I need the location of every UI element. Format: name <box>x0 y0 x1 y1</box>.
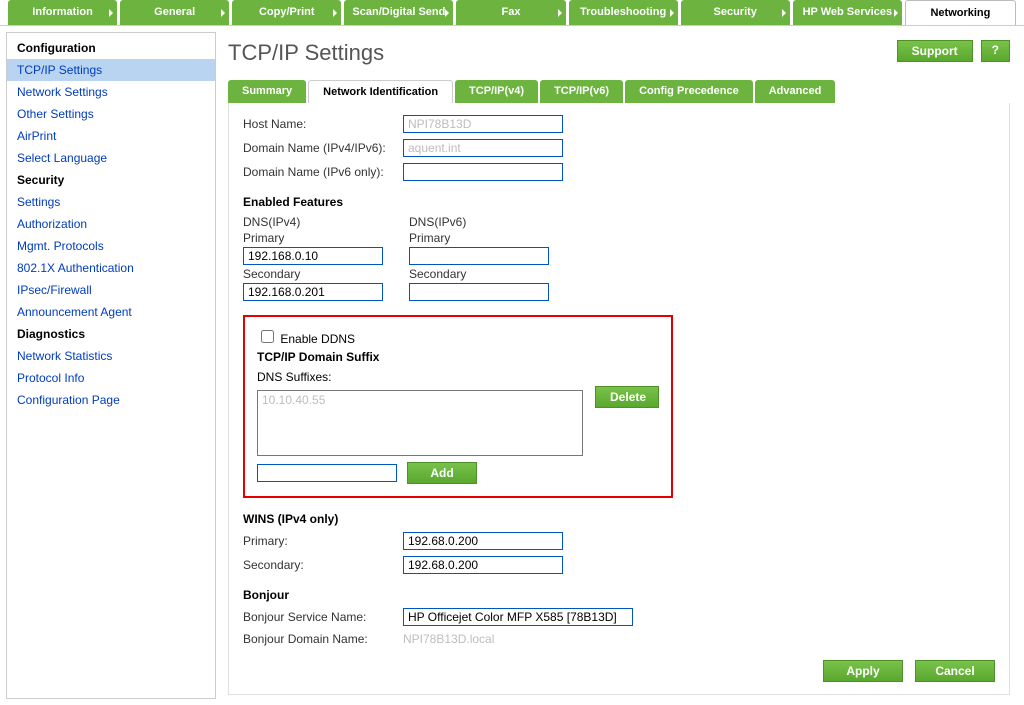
delete-button[interactable]: Delete <box>595 386 659 408</box>
sidebar-item-tcp-ip-settings[interactable]: TCP/IP Settings <box>7 59 215 81</box>
dns-v4-primary-label: Primary <box>243 231 383 245</box>
ddns-highlight-box: Enable DDNS TCP/IP Domain Suffix DNS Suf… <box>243 315 673 498</box>
content-area: TCP/IP Settings Support ? SummaryNetwork… <box>222 26 1024 705</box>
top-tab-copy-print[interactable]: Copy/Print <box>232 0 341 25</box>
wins-primary-label: Primary: <box>243 534 403 548</box>
top-tab-general[interactable]: General <box>120 0 229 25</box>
domain-v6-label: Domain Name (IPv6 only): <box>243 165 403 179</box>
dns-v4-secondary-input[interactable] <box>243 283 383 301</box>
chevron-right-icon <box>558 9 562 17</box>
domain-v4v6-label: Domain Name (IPv4/IPv6): <box>243 141 403 155</box>
dns-suffixes-label: DNS Suffixes: <box>257 370 659 384</box>
chevron-right-icon <box>782 9 786 17</box>
add-button[interactable]: Add <box>407 462 477 484</box>
wins-secondary-label: Secondary: <box>243 558 403 572</box>
domain-suffix-heading: TCP/IP Domain Suffix <box>257 350 659 364</box>
host-name-input[interactable] <box>403 115 563 133</box>
chevron-right-icon <box>109 9 113 17</box>
top-tab-scan-digital-send[interactable]: Scan/Digital Send <box>344 0 453 25</box>
apply-button[interactable]: Apply <box>823 660 903 682</box>
bonjour-domain-value: NPI78B13D.local <box>403 632 494 646</box>
add-suffix-input[interactable] <box>257 464 397 482</box>
sidebar-heading: Security <box>7 169 215 191</box>
chevron-right-icon <box>670 9 674 17</box>
enabled-features-heading: Enabled Features <box>243 195 995 209</box>
sidebar-item-802-1x-authentication[interactable]: 802.1X Authentication <box>7 257 215 279</box>
help-button[interactable]: ? <box>981 40 1010 62</box>
dns-v6-primary-input[interactable] <box>409 247 549 265</box>
enable-ddns-checkbox[interactable] <box>261 330 274 343</box>
top-tab-information[interactable]: Information <box>8 0 117 25</box>
sub-tab-tcp-ip-v6-[interactable]: TCP/IP(v6) <box>540 80 623 103</box>
sub-tab-tcp-ip-v4-[interactable]: TCP/IP(v4) <box>455 80 538 103</box>
sidebar-item-ipsec-firewall[interactable]: IPsec/Firewall <box>7 279 215 301</box>
wins-primary-input[interactable] <box>403 532 563 550</box>
sidebar-item-settings[interactable]: Settings <box>7 191 215 213</box>
chevron-right-icon <box>445 9 449 17</box>
sidebar-item-select-language[interactable]: Select Language <box>7 147 215 169</box>
sub-tab-config-precedence[interactable]: Config Precedence <box>625 80 753 103</box>
chevron-right-icon <box>333 9 337 17</box>
dns-suffix-entry[interactable]: 10.10.40.55 <box>262 393 578 407</box>
host-name-label: Host Name: <box>243 117 403 131</box>
wins-secondary-input[interactable] <box>403 556 563 574</box>
wins-heading: WINS (IPv4 only) <box>243 512 995 526</box>
sub-tab-summary[interactable]: Summary <box>228 80 306 103</box>
dns-v6-secondary-input[interactable] <box>409 283 549 301</box>
enable-ddns-label: Enable DDNS <box>280 332 355 346</box>
dns-suffix-list[interactable]: 10.10.40.55 <box>257 390 583 456</box>
cancel-button[interactable]: Cancel <box>915 660 995 682</box>
enable-ddns-checkbox-wrapper[interactable]: Enable DDNS <box>257 332 355 346</box>
sidebar-item-authorization[interactable]: Authorization <box>7 213 215 235</box>
page-title: TCP/IP Settings <box>228 40 1010 66</box>
bonjour-heading: Bonjour <box>243 588 995 602</box>
sidebar: ConfigurationTCP/IP SettingsNetwork Sett… <box>6 32 216 699</box>
form-area: Host Name: Domain Name (IPv4/IPv6): Doma… <box>228 103 1010 695</box>
top-tab-networking[interactable]: Networking <box>905 0 1016 25</box>
support-button[interactable]: Support <box>897 40 973 62</box>
bonjour-service-input[interactable] <box>403 608 633 626</box>
bonjour-domain-label: Bonjour Domain Name: <box>243 632 403 646</box>
dns-v6-secondary-label: Secondary <box>409 267 549 281</box>
sidebar-item-airprint[interactable]: AirPrint <box>7 125 215 147</box>
dns-v4-primary-input[interactable] <box>243 247 383 265</box>
dns-v4-heading: DNS(IPv4) <box>243 215 383 229</box>
chevron-right-icon <box>221 9 225 17</box>
sidebar-heading: Diagnostics <box>7 323 215 345</box>
sub-tab-advanced[interactable]: Advanced <box>755 80 836 103</box>
sidebar-item-mgmt-protocols[interactable]: Mgmt. Protocols <box>7 235 215 257</box>
sidebar-item-announcement-agent[interactable]: Announcement Agent <box>7 301 215 323</box>
dns-v4-secondary-label: Secondary <box>243 267 383 281</box>
chevron-right-icon <box>894 9 898 17</box>
top-tab-troubleshooting[interactable]: Troubleshooting <box>569 0 678 25</box>
bonjour-service-label: Bonjour Service Name: <box>243 610 403 624</box>
sidebar-item-configuration-page[interactable]: Configuration Page <box>7 389 215 411</box>
dns-v6-heading: DNS(IPv6) <box>409 215 549 229</box>
domain-v6-input[interactable] <box>403 163 563 181</box>
top-tab-security[interactable]: Security <box>681 0 790 25</box>
sub-tab-network-identification[interactable]: Network Identification <box>308 80 453 103</box>
domain-v4v6-input[interactable] <box>403 139 563 157</box>
top-tab-fax[interactable]: Fax <box>456 0 565 25</box>
sidebar-item-network-settings[interactable]: Network Settings <box>7 81 215 103</box>
sidebar-item-protocol-info[interactable]: Protocol Info <box>7 367 215 389</box>
sidebar-item-other-settings[interactable]: Other Settings <box>7 103 215 125</box>
sidebar-item-network-statistics[interactable]: Network Statistics <box>7 345 215 367</box>
dns-v6-primary-label: Primary <box>409 231 549 245</box>
sidebar-heading: Configuration <box>7 37 215 59</box>
top-tab-hp-web-services[interactable]: HP Web Services <box>793 0 902 25</box>
